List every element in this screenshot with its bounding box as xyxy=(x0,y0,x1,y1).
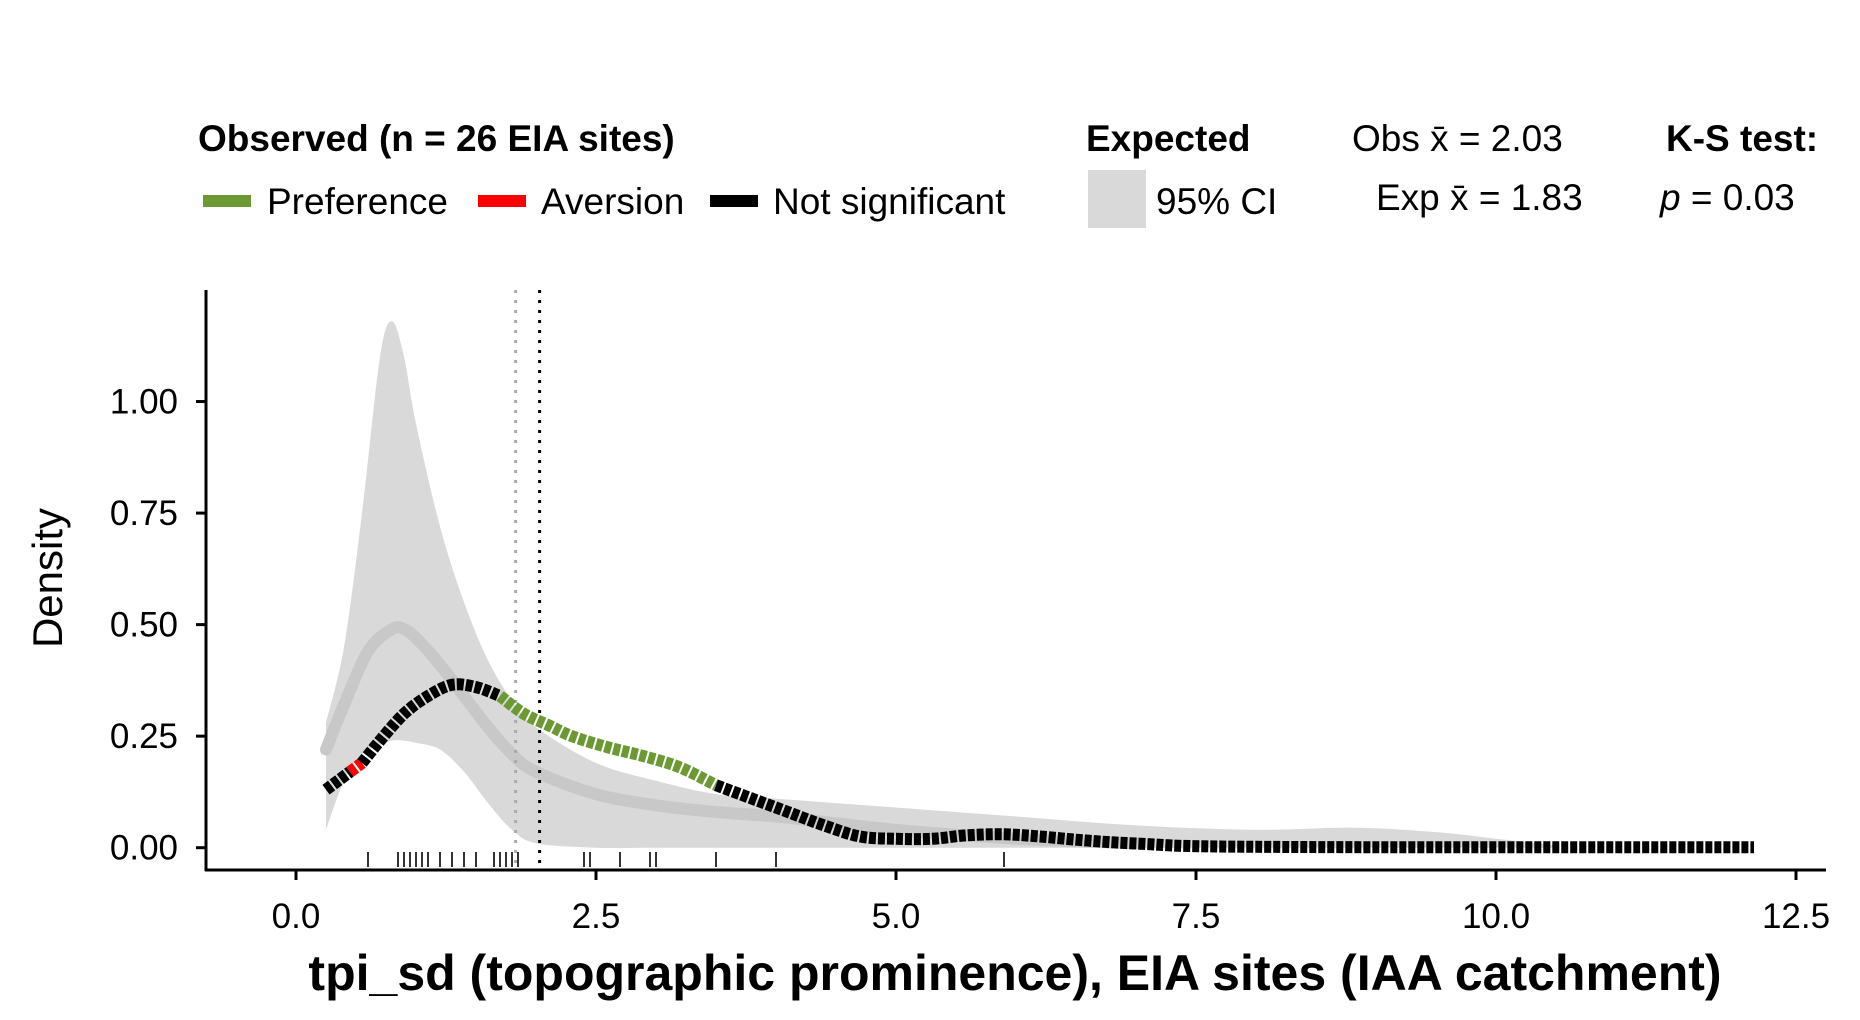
ks-test-title: K-S test: xyxy=(1666,118,1818,159)
series-aversion-1 xyxy=(346,758,366,777)
expected-ci-layer xyxy=(326,321,1556,849)
y-axis-title: Density xyxy=(24,508,71,648)
rug-layer xyxy=(367,852,1005,867)
x-tick-label-1: 2.5 xyxy=(572,897,621,936)
x-axis-title: tpi_sd (topographic prominence), EIA sit… xyxy=(308,945,1721,1001)
legend: Observed (n = 26 EIA sites) Preference A… xyxy=(198,118,1818,228)
x-tick-label-4: 10.0 xyxy=(1462,897,1530,936)
y-ticks: 0.00 0.25 0.50 0.75 1.00 xyxy=(110,383,206,868)
ks-p-value: p = 0.03 xyxy=(1659,177,1795,218)
x-tick-label-0: 0.0 xyxy=(272,897,321,936)
series-not-significant-4 xyxy=(713,779,1754,854)
x-tick-label-3: 7.5 xyxy=(1172,897,1221,936)
legend-expected-title: Expected xyxy=(1086,118,1251,159)
legend-label-ci: 95% CI xyxy=(1156,181,1277,222)
p-symbol: p xyxy=(1659,177,1681,218)
y-tick-label-1: 0.25 xyxy=(110,717,178,756)
x-tick-label-5: 12.5 xyxy=(1762,897,1830,936)
series-preference-3 xyxy=(496,691,719,791)
p-value-text: = 0.03 xyxy=(1681,177,1795,218)
y-tick-label-2: 0.50 xyxy=(110,606,178,645)
y-tick-label-3: 0.75 xyxy=(110,494,178,533)
x-tick-label-2: 5.0 xyxy=(872,897,921,936)
obs-mean-label: Obs x̄ = 2.03 xyxy=(1352,118,1563,159)
legend-swatch-ci xyxy=(1088,170,1146,228)
legend-label-preference: Preference xyxy=(267,181,448,222)
series-not-significant-0 xyxy=(322,767,354,795)
mean-lines-layer xyxy=(514,290,542,870)
legend-label-not-significant: Not significant xyxy=(773,181,1006,222)
expected-mean-curve xyxy=(320,621,1142,850)
legend-label-aversion: Aversion xyxy=(541,181,684,222)
observed-series-layer xyxy=(322,678,1754,854)
legend-observed-title: Observed (n = 26 EIA sites) xyxy=(198,118,675,159)
series-not-significant-2 xyxy=(357,678,503,767)
x-ticks: 0.0 2.5 5.0 7.5 10.0 12.5 xyxy=(272,870,1830,936)
y-tick-label-0: 0.00 xyxy=(110,829,178,868)
exp-mean-label: Exp x̄ = 1.83 xyxy=(1376,177,1583,218)
expected-mean-layer xyxy=(320,621,1142,850)
y-tick-label-4: 1.00 xyxy=(110,383,178,422)
expected-ci-band xyxy=(326,321,1556,849)
